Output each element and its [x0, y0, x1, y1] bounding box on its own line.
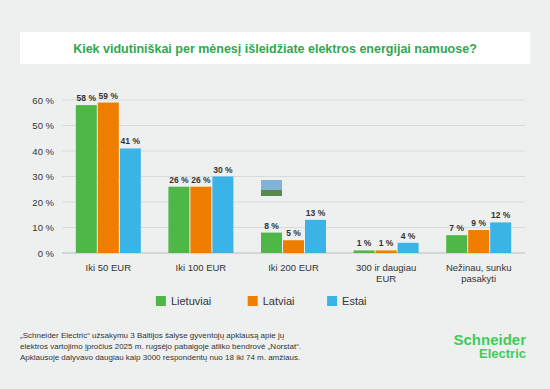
x-tick-label: Iki 50 EUR	[86, 262, 132, 273]
bar	[168, 187, 189, 253]
bar	[212, 177, 233, 254]
x-tick-line: pasakyti	[461, 273, 496, 284]
footnote: Apklausoje dalyvavo daugiau kaip 3000 re…	[20, 353, 300, 362]
bar	[490, 222, 511, 253]
legend-label: Estai	[342, 295, 366, 307]
y-tick-label: 60 %	[32, 95, 54, 106]
y-tick-label: 50 %	[32, 120, 54, 131]
bar	[305, 220, 326, 253]
y-tick-label: 30 %	[32, 171, 54, 182]
data-label: 26 %	[191, 175, 211, 185]
data-label: 13 %	[306, 208, 326, 218]
bar	[261, 233, 282, 253]
bar	[354, 250, 375, 253]
chart: Kiek vidutiniškai per mėnesį išleidžiate…	[0, 0, 550, 389]
data-label: 5 %	[286, 228, 301, 238]
data-label: 26 %	[169, 175, 189, 185]
bar	[376, 250, 397, 253]
x-tick-label: Iki 200 EUR	[268, 262, 319, 273]
legend-swatch	[156, 296, 166, 306]
x-tick-line: Iki 100 EUR	[176, 262, 227, 273]
bar	[468, 230, 489, 253]
legend-label: Latviai	[263, 295, 295, 307]
bar	[446, 235, 467, 253]
data-label: 41 %	[121, 136, 141, 146]
bar	[120, 148, 141, 253]
grid-line	[62, 125, 525, 126]
legend-swatch	[327, 296, 337, 306]
x-tick-line: Iki 200 EUR	[268, 262, 319, 273]
x-tick-label: Iki 100 EUR	[176, 262, 227, 273]
bar	[190, 187, 211, 253]
title-band	[20, 32, 530, 64]
bar	[283, 240, 304, 253]
x-tick-line: EUR	[376, 273, 396, 284]
bar	[398, 243, 419, 253]
data-label: 58 %	[77, 93, 97, 103]
y-tick-label: 40 %	[32, 146, 54, 157]
y-tick-label: 0 %	[38, 248, 55, 259]
grid-line	[62, 100, 525, 101]
x-tick-label: 300 ir daugiauEUR	[356, 262, 416, 284]
data-label: 1 %	[379, 238, 394, 248]
x-tick-line: 300 ir daugiau	[356, 262, 416, 273]
footnote: „Schneider Electric“ užsakymu 3 Baltijos…	[20, 331, 285, 340]
bars	[76, 103, 511, 253]
legend-label: Lietuviai	[171, 295, 211, 307]
footnote: elektros vartojimo įpročius 2025 m. rugs…	[20, 342, 301, 351]
data-label: 4 %	[401, 231, 416, 241]
background	[0, 0, 550, 389]
x-tick-label: Nežinau, sunkupasakyti	[446, 262, 511, 284]
data-label: 1 %	[357, 238, 372, 248]
bar	[98, 103, 119, 253]
photo-icon	[261, 180, 282, 196]
title: Kiek vidutiniškai per mėnesį išleidžiate…	[73, 42, 477, 56]
data-label: 7 %	[449, 223, 464, 233]
y-tick-label: 20 %	[32, 197, 54, 208]
x-tick-line: Nežinau, sunku	[446, 262, 511, 273]
legend-swatch	[248, 296, 258, 306]
data-label: 12 %	[491, 210, 511, 220]
data-label: 9 %	[471, 218, 486, 228]
y-tick-label: 10 %	[32, 222, 54, 233]
data-labels: 58 %59 %41 %26 %26 %30 %8 %5 %13 %1 %1 %…	[77, 91, 511, 249]
data-label: 8 %	[264, 221, 279, 231]
logo: Electric	[479, 346, 526, 361]
data-label: 30 %	[213, 165, 233, 175]
legend: Lietuviai Latviai Estai	[156, 295, 367, 307]
photo-icon	[261, 190, 282, 196]
data-label: 59 %	[99, 91, 119, 101]
x-tick-line: Iki 50 EUR	[86, 262, 132, 273]
bar	[76, 105, 97, 253]
